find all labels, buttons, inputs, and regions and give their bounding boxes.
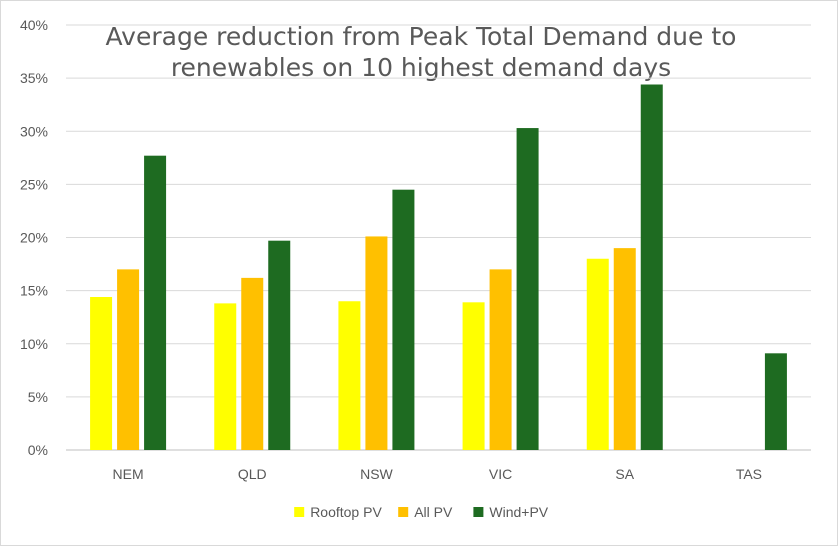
legend-swatch [398, 507, 409, 517]
bar-all-pv-nsw [365, 236, 388, 450]
x-tick-label: SA [615, 466, 634, 482]
y-tick-label: 0% [28, 442, 48, 458]
bar-wind-pv-nem [144, 155, 167, 450]
x-tick-label: VIC [489, 466, 512, 482]
x-tick-label: TAS [736, 466, 762, 482]
y-tick-label: 20% [20, 230, 48, 246]
bar-wind-pv-sa [640, 84, 663, 450]
bar-wind-pv-qld [268, 240, 291, 450]
y-tick-label: 30% [20, 123, 48, 139]
bar-wind-pv-vic [516, 128, 539, 450]
legend-swatch [473, 507, 484, 517]
bar-rooftop-pv-nsw [338, 301, 361, 450]
x-tick-label: NEM [113, 466, 144, 482]
bar-all-pv-nem [117, 269, 140, 450]
bar-all-pv-vic [489, 269, 512, 450]
bar-rooftop-pv-nem [90, 297, 113, 450]
y-tick-label: 35% [20, 70, 48, 86]
bar-wind-pv-tas [764, 353, 787, 450]
bar-wind-pv-nsw [392, 189, 415, 450]
y-tick-label: 40% [20, 17, 48, 33]
legend-label: Rooftop PV [310, 504, 382, 520]
y-tick-label: 10% [20, 336, 48, 352]
y-tick-label: 5% [28, 389, 48, 405]
bar-all-pv-sa [613, 248, 636, 450]
chart-title: Average reduction from Peak Total Demand… [105, 22, 737, 82]
y-tick-label: 15% [20, 283, 48, 299]
legend-swatch [294, 507, 305, 517]
bar-rooftop-pv-qld [214, 303, 237, 450]
x-tick-label: NSW [360, 466, 393, 482]
bar-all-pv-qld [241, 277, 264, 450]
y-tick-label: 25% [20, 176, 48, 192]
bar-rooftop-pv-vic [462, 302, 485, 450]
legend-label: Wind+PV [489, 504, 548, 520]
bar-rooftop-pv-sa [586, 258, 609, 450]
x-tick-label: QLD [238, 466, 267, 482]
legend-label: All PV [414, 504, 453, 520]
